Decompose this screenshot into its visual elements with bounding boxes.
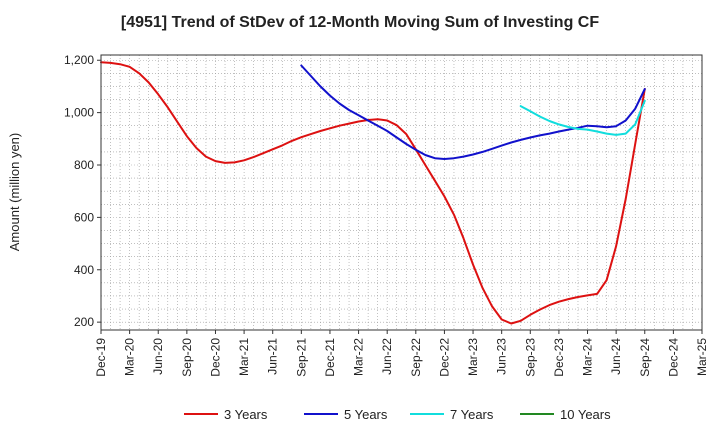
x-tick-label: Dec-20 [208, 338, 222, 377]
x-tick-label: Mar-20 [123, 338, 137, 376]
x-tick-label: Dec-19 [94, 338, 108, 377]
y-tick-labels: 200 400 600 800 1,000 1,200 [64, 53, 101, 329]
x-tick-label: Mar-25 [695, 338, 709, 376]
y-tick-label: 1,200 [64, 53, 94, 67]
x-tick-label: Mar-24 [581, 338, 595, 376]
x-tick-label: Dec-23 [552, 338, 566, 377]
x-tick-label: Mar-22 [352, 338, 366, 376]
y-tick-label: 1,000 [64, 106, 94, 120]
legend-label: 7 Years [450, 407, 494, 422]
grid [101, 55, 702, 330]
y-tick-label: 600 [74, 210, 94, 224]
series-line-2 [300, 64, 646, 160]
x-tick-label: Sep-22 [409, 338, 423, 377]
series-line-3 [519, 99, 646, 136]
x-tick-label: Dec-24 [666, 338, 680, 377]
x-tick-label: Jun-23 [495, 338, 509, 375]
legend-label: 5 Years [344, 407, 388, 422]
y-tick-label: 800 [74, 158, 94, 172]
x-tick-label: Sep-21 [294, 338, 308, 377]
plot-area [101, 55, 702, 330]
x-tick-labels: Dec-19 Mar-20 Jun-20 Sep-20 Dec-20 Mar-21 Jun-… [94, 330, 709, 377]
x-tick-label: Sep-23 [523, 338, 537, 377]
x-tick-label: Dec-21 [323, 338, 337, 377]
y-tick-label: 200 [74, 315, 94, 329]
x-tick-label: Sep-20 [180, 338, 194, 377]
x-tick-label: Mar-23 [466, 338, 480, 376]
x-tick-label: Jun-21 [266, 338, 280, 375]
series-line-1 [100, 61, 646, 325]
x-tick-label: Jun-22 [380, 338, 394, 375]
y-tick-label: 400 [74, 263, 94, 277]
y-axis-label: Amount (million yen) [7, 133, 22, 252]
x-tick-label: Mar-21 [237, 338, 251, 376]
legend: 3 Years 5 Years 7 Years 10 Years [184, 407, 611, 422]
plot-border [100, 54, 703, 331]
x-tick-label: Jun-20 [151, 338, 165, 375]
chart-title: [4951] Trend of StDev of 12-Month Moving… [121, 14, 599, 31]
series-group [100, 61, 646, 325]
legend-label: 3 Years [224, 407, 268, 422]
x-tick-label: Jun-24 [609, 338, 623, 375]
x-tick-label: Dec-22 [437, 338, 451, 377]
x-tick-label: Sep-24 [638, 338, 652, 377]
legend-label: 10 Years [560, 407, 611, 422]
